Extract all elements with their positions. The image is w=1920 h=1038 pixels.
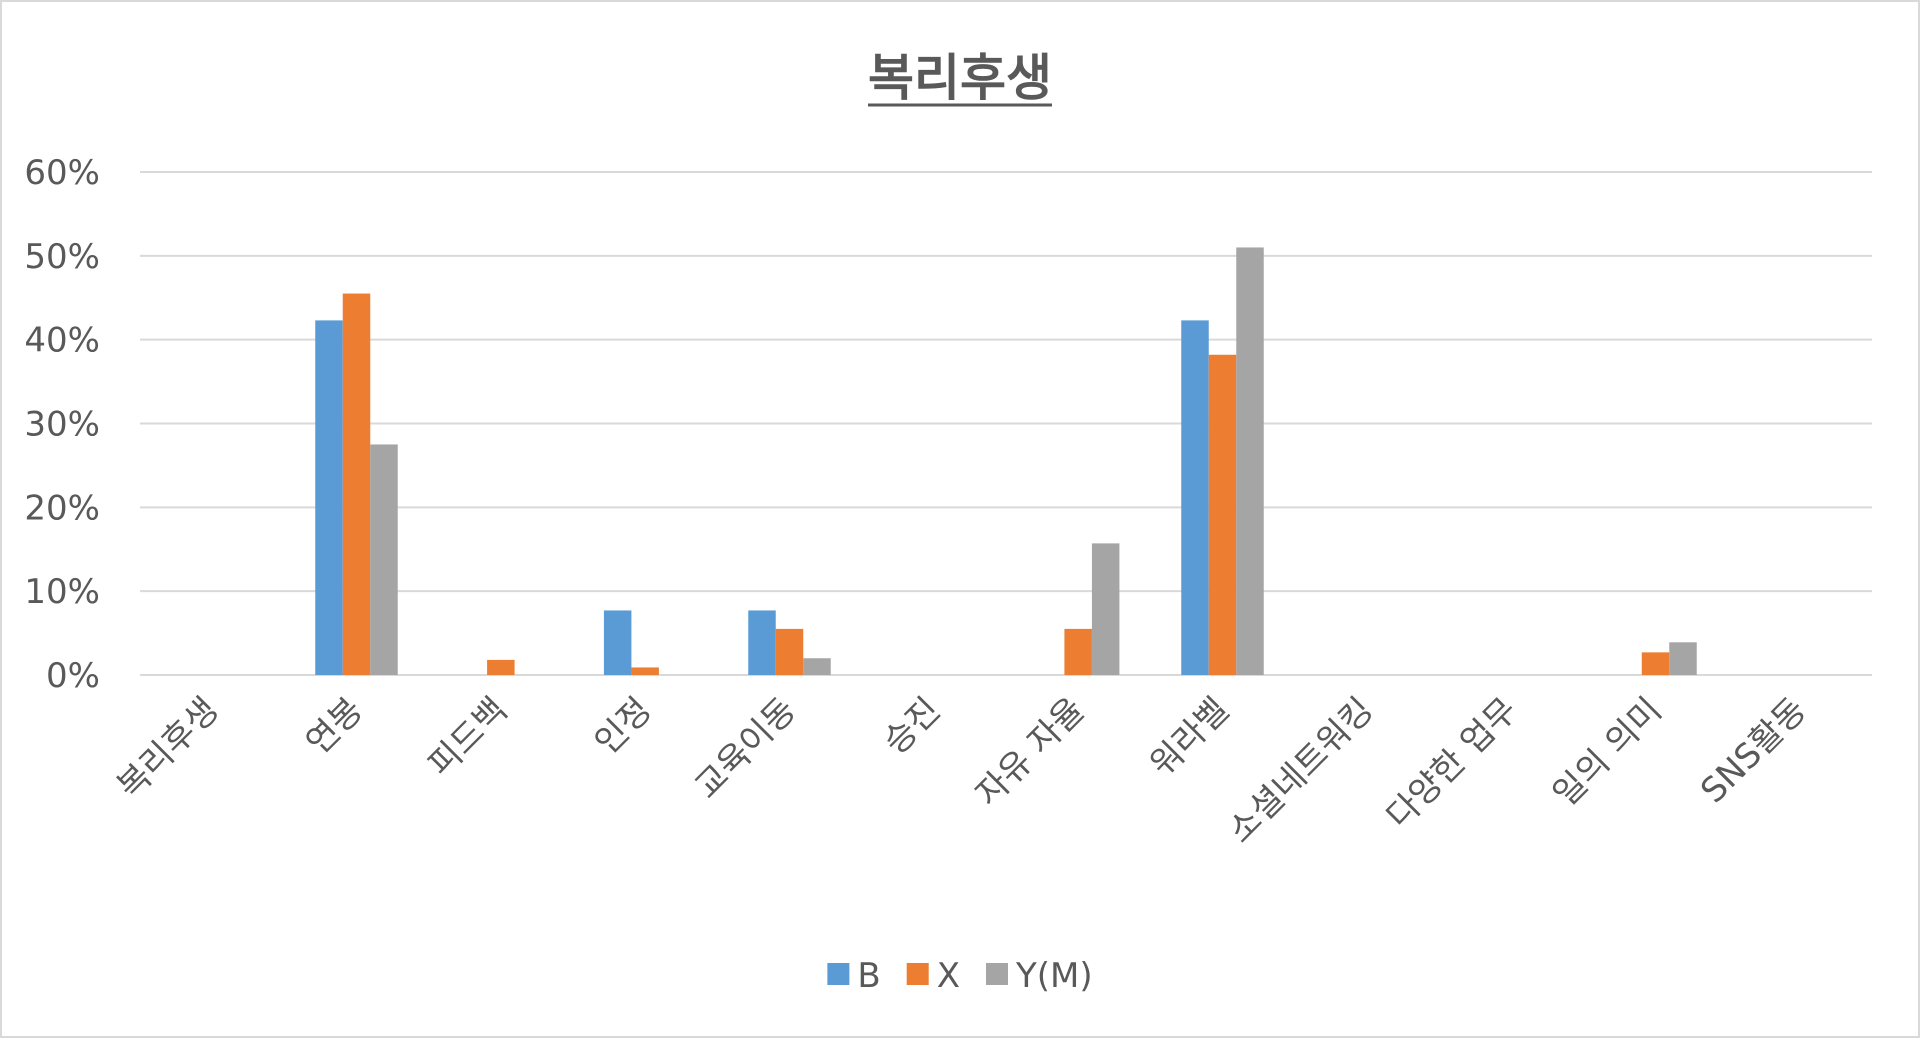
bar-b-4 xyxy=(748,610,776,675)
legend-swatch xyxy=(827,963,850,985)
legend-swatch xyxy=(906,963,929,985)
bar-x-7 xyxy=(1208,354,1237,675)
y-tick-label: 40% xyxy=(24,321,100,361)
y-tick-label: 10% xyxy=(24,572,100,612)
legend-item: X xyxy=(906,956,960,996)
legend-item: B xyxy=(827,956,881,996)
y-tick-label: 60% xyxy=(24,153,100,193)
bar-x-6 xyxy=(1064,628,1092,675)
bar-ym-4 xyxy=(803,658,831,675)
bar-b-3 xyxy=(603,610,632,675)
bar-x-2 xyxy=(487,659,515,675)
bar-x-3 xyxy=(631,667,659,675)
category-label: 자유 자율 xyxy=(968,690,1092,814)
bar-ym-7 xyxy=(1236,247,1264,675)
category-label: 승진 xyxy=(876,690,949,763)
bar-ym-6 xyxy=(1091,543,1120,675)
y-axis-ticks: 0% 10% 20% 30% 40% 50% 60% xyxy=(24,153,100,696)
bars xyxy=(315,247,1697,675)
category-label: 일의 의미 xyxy=(1545,690,1669,814)
legend-item: Y(M) xyxy=(985,956,1093,996)
chart-title: 복리후생 xyxy=(868,49,1052,107)
gridlines xyxy=(140,171,1872,676)
y-tick-label: 20% xyxy=(24,488,100,528)
category-label: 소셜네트워킹 xyxy=(1220,690,1381,851)
category-label: 다양한 업무 xyxy=(1379,690,1526,837)
category-label: 복리후생 xyxy=(110,690,227,807)
category-label: 인정 xyxy=(587,690,660,763)
legend-label: B xyxy=(857,956,880,996)
bar-x-4 xyxy=(775,628,804,675)
bar-x-1 xyxy=(342,293,371,675)
category-label: 교육이동 xyxy=(687,690,804,807)
y-tick-label: 30% xyxy=(24,405,100,445)
legend: B X Y(M) xyxy=(827,956,1093,996)
category-label: 피드백 xyxy=(421,690,516,785)
bar-b-1 xyxy=(315,320,343,675)
legend-swatch xyxy=(985,963,1008,985)
y-tick-label: 50% xyxy=(24,237,100,277)
bar-ym-10 xyxy=(1669,642,1697,675)
bar-x-10 xyxy=(1641,652,1670,675)
bar-b-7 xyxy=(1181,320,1209,675)
y-tick-label: 0% xyxy=(46,656,100,696)
legend-label: Y(M) xyxy=(1015,956,1093,996)
legend-label: X xyxy=(937,956,960,996)
category-label: 연봉 xyxy=(298,690,371,763)
bar-ym-1 xyxy=(370,444,398,675)
category-label: SNS활동 xyxy=(1693,690,1814,811)
category-label: 워라벨 xyxy=(1142,690,1237,785)
